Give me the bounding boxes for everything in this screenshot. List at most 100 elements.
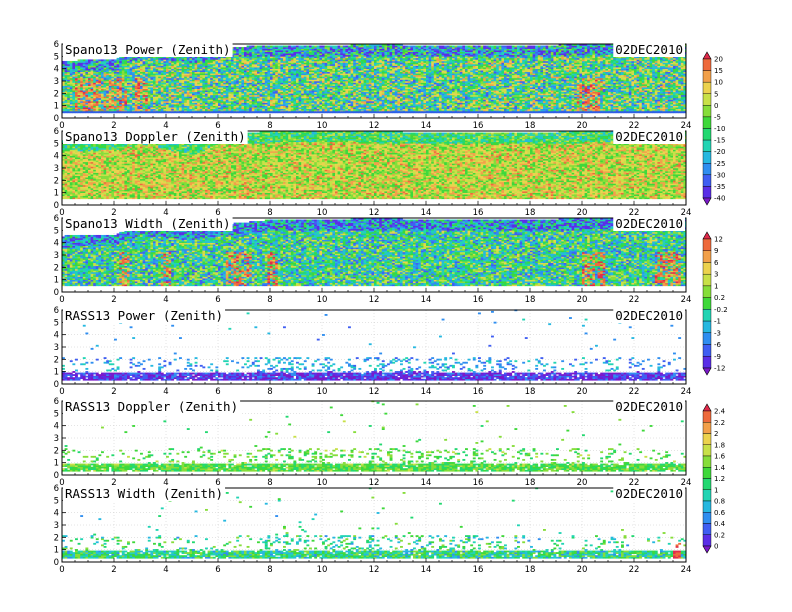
data-cell bbox=[218, 111, 221, 113]
data-cell bbox=[270, 46, 273, 48]
data-cell bbox=[85, 59, 88, 61]
data-cell bbox=[148, 111, 151, 113]
data-cell bbox=[111, 59, 114, 61]
data-cell bbox=[280, 46, 283, 48]
data-cell bbox=[137, 111, 140, 113]
data-cell bbox=[166, 111, 169, 113]
data-cell bbox=[83, 59, 86, 61]
data-cell bbox=[231, 111, 234, 113]
data-cell bbox=[301, 111, 304, 113]
data-cell bbox=[291, 46, 294, 48]
data-cell bbox=[88, 59, 91, 61]
data-cell bbox=[345, 46, 348, 48]
data-cell bbox=[340, 46, 343, 48]
data-cell bbox=[75, 111, 78, 113]
data-cell bbox=[314, 46, 317, 48]
data-cell bbox=[179, 111, 182, 113]
data-cell bbox=[127, 111, 130, 113]
data-cell bbox=[215, 111, 218, 113]
data-cell bbox=[262, 111, 265, 113]
data-cell bbox=[273, 46, 276, 48]
data-cell bbox=[241, 47, 244, 49]
data-cell bbox=[236, 47, 239, 49]
data-cell bbox=[106, 111, 109, 113]
data-cell bbox=[314, 111, 317, 113]
data-cell bbox=[119, 111, 122, 113]
data-cell bbox=[293, 111, 296, 113]
data-cell bbox=[332, 46, 335, 48]
data-cell bbox=[364, 111, 367, 113]
data-cell bbox=[327, 111, 330, 113]
data-cell bbox=[156, 111, 159, 113]
data-cell bbox=[249, 46, 252, 48]
data-cell bbox=[65, 61, 68, 63]
data-cell bbox=[98, 59, 101, 61]
data-cell bbox=[130, 111, 133, 113]
data-cell bbox=[273, 111, 276, 113]
data-cell bbox=[267, 111, 270, 113]
data-cell bbox=[288, 111, 291, 113]
data-cell bbox=[301, 46, 304, 48]
data-cell bbox=[174, 111, 177, 113]
data-cell bbox=[322, 111, 325, 113]
data-cell bbox=[114, 59, 117, 61]
data-cell bbox=[270, 111, 273, 113]
data-cell bbox=[288, 46, 291, 48]
data-cell bbox=[109, 59, 112, 61]
data-cell bbox=[241, 111, 244, 113]
data-cell bbox=[226, 111, 229, 113]
data-cell bbox=[117, 58, 120, 60]
data-cell bbox=[296, 111, 299, 113]
data-cell bbox=[299, 46, 302, 48]
data-cell bbox=[254, 46, 257, 48]
data-cell bbox=[335, 46, 338, 48]
data-cell bbox=[278, 46, 281, 48]
data-cell bbox=[327, 46, 330, 48]
data-cell bbox=[356, 111, 359, 113]
data-cell bbox=[236, 111, 239, 113]
data-cell bbox=[234, 111, 237, 113]
data-cell bbox=[80, 59, 83, 61]
data-cell bbox=[304, 46, 307, 48]
data-cell bbox=[325, 111, 328, 113]
data-cell bbox=[371, 111, 374, 113]
data-cell bbox=[111, 111, 114, 113]
data-cell bbox=[338, 111, 341, 113]
data-cell bbox=[244, 111, 247, 113]
data-cell bbox=[312, 111, 315, 113]
data-cell bbox=[65, 111, 68, 113]
data-cell bbox=[163, 111, 166, 113]
data-cell bbox=[145, 111, 148, 113]
data-cell bbox=[117, 111, 120, 113]
data-cell bbox=[114, 111, 117, 113]
data-cell bbox=[140, 111, 143, 113]
data-cell bbox=[338, 46, 341, 48]
data-cell bbox=[343, 46, 346, 48]
data-cell bbox=[91, 59, 94, 61]
data-cell bbox=[158, 111, 161, 113]
data-cell bbox=[106, 59, 109, 61]
data-cell bbox=[189, 111, 192, 113]
data-cell bbox=[182, 111, 185, 113]
data-cell bbox=[252, 46, 255, 48]
data-cell bbox=[306, 111, 309, 113]
data-cell bbox=[283, 46, 286, 48]
data-cell bbox=[143, 111, 146, 113]
data-cell bbox=[335, 111, 338, 113]
data-cell bbox=[278, 111, 281, 113]
data-cell bbox=[265, 46, 268, 48]
data-cell bbox=[366, 111, 369, 113]
data-cell bbox=[317, 46, 320, 48]
data-cell bbox=[353, 111, 356, 113]
data-cell bbox=[322, 46, 325, 48]
data-cell bbox=[343, 111, 346, 113]
data-cell bbox=[200, 111, 203, 113]
data-cell bbox=[101, 59, 104, 61]
data-cell bbox=[70, 111, 73, 113]
data-cell bbox=[325, 46, 328, 48]
data-cell bbox=[98, 111, 101, 113]
data-cell bbox=[67, 61, 70, 63]
data-cell bbox=[267, 46, 270, 48]
data-cell bbox=[150, 111, 153, 113]
